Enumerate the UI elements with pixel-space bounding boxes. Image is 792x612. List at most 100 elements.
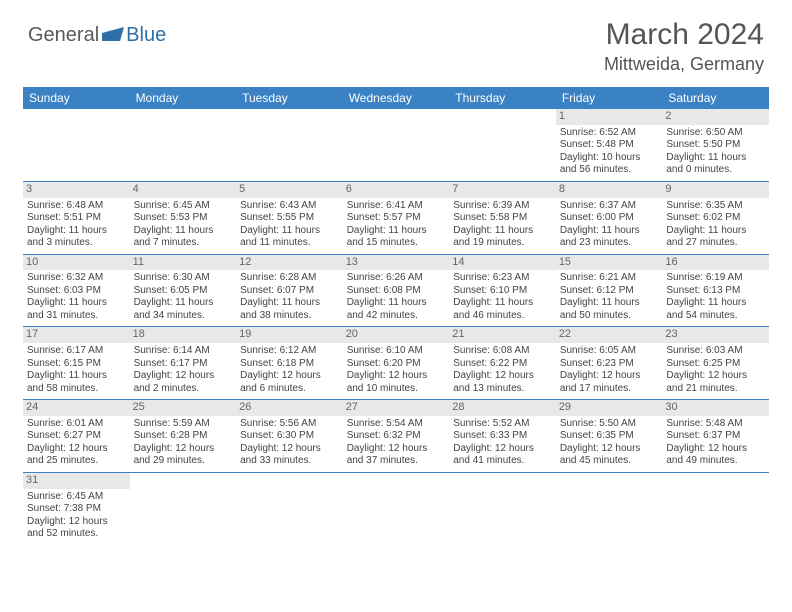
day-cell: 2Sunrise: 6:50 AMSunset: 5:50 PMDaylight… <box>662 109 769 181</box>
day-cell <box>236 109 343 181</box>
sunrise-text: Sunrise: 6:17 AM <box>27 345 126 358</box>
sunset-text: Sunset: 6:07 PM <box>240 285 339 298</box>
day-cell: 1Sunrise: 6:52 AMSunset: 5:48 PMDaylight… <box>556 109 663 181</box>
sunset-text: Sunset: 6:17 PM <box>134 358 233 371</box>
day-cell <box>130 109 237 181</box>
day-cell: 22Sunrise: 6:05 AMSunset: 6:23 PMDayligh… <box>556 327 663 400</box>
daylight-text: Daylight: 11 hours and 23 minutes. <box>560 225 659 250</box>
day-number: 11 <box>130 255 237 271</box>
day-cell: 28Sunrise: 5:52 AMSunset: 6:33 PMDayligh… <box>449 400 556 473</box>
sunset-text: Sunset: 6:32 PM <box>347 430 446 443</box>
sunrise-text: Sunrise: 5:48 AM <box>666 418 765 431</box>
day-number: 4 <box>130 182 237 198</box>
day-cell: 19Sunrise: 6:12 AMSunset: 6:18 PMDayligh… <box>236 327 343 400</box>
day-cell: 25Sunrise: 5:59 AMSunset: 6:28 PMDayligh… <box>130 400 237 473</box>
sunset-text: Sunset: 5:50 PM <box>666 139 765 152</box>
sunset-text: Sunset: 6:25 PM <box>666 358 765 371</box>
day-number: 6 <box>343 182 450 198</box>
weekday-header: Saturday <box>662 87 769 109</box>
daylight-text: Daylight: 12 hours and 45 minutes. <box>560 443 659 468</box>
logo-flag-icon <box>102 27 124 46</box>
day-cell: 15Sunrise: 6:21 AMSunset: 6:12 PMDayligh… <box>556 254 663 327</box>
daylight-text: Daylight: 11 hours and 3 minutes. <box>27 225 126 250</box>
day-number: 20 <box>343 327 450 343</box>
daylight-text: Daylight: 12 hours and 25 minutes. <box>27 443 126 468</box>
sunset-text: Sunset: 6:33 PM <box>453 430 552 443</box>
day-number: 9 <box>662 182 769 198</box>
daylight-text: Daylight: 11 hours and 38 minutes. <box>240 297 339 322</box>
sunset-text: Sunset: 6:22 PM <box>453 358 552 371</box>
weekday-header-row: Sunday Monday Tuesday Wednesday Thursday… <box>23 87 769 109</box>
sunrise-text: Sunrise: 6:39 AM <box>453 200 552 213</box>
sunrise-text: Sunrise: 6:08 AM <box>453 345 552 358</box>
month-title: March 2024 <box>604 18 764 52</box>
logo-text-2: Blue <box>126 24 166 47</box>
sunset-text: Sunset: 6:30 PM <box>240 430 339 443</box>
sunset-text: Sunset: 6:13 PM <box>666 285 765 298</box>
sunrise-text: Sunrise: 6:19 AM <box>666 272 765 285</box>
day-number: 17 <box>23 327 130 343</box>
sunset-text: Sunset: 5:57 PM <box>347 212 446 225</box>
day-number: 14 <box>449 255 556 271</box>
sunset-text: Sunset: 6:00 PM <box>560 212 659 225</box>
day-number: 8 <box>556 182 663 198</box>
day-cell: 10Sunrise: 6:32 AMSunset: 6:03 PMDayligh… <box>23 254 130 327</box>
day-number: 31 <box>23 473 130 489</box>
day-cell: 11Sunrise: 6:30 AMSunset: 6:05 PMDayligh… <box>130 254 237 327</box>
day-cell: 20Sunrise: 6:10 AMSunset: 6:20 PMDayligh… <box>343 327 450 400</box>
sunrise-text: Sunrise: 6:01 AM <box>27 418 126 431</box>
day-number: 23 <box>662 327 769 343</box>
daylight-text: Daylight: 12 hours and 52 minutes. <box>27 516 126 541</box>
sunrise-text: Sunrise: 6:48 AM <box>27 200 126 213</box>
day-cell: 13Sunrise: 6:26 AMSunset: 6:08 PMDayligh… <box>343 254 450 327</box>
daylight-text: Daylight: 12 hours and 2 minutes. <box>134 370 233 395</box>
sunrise-text: Sunrise: 6:52 AM <box>560 127 659 140</box>
logo: General Blue <box>28 18 166 47</box>
day-cell: 12Sunrise: 6:28 AMSunset: 6:07 PMDayligh… <box>236 254 343 327</box>
day-cell <box>236 472 343 544</box>
daylight-text: Daylight: 12 hours and 49 minutes. <box>666 443 765 468</box>
day-cell: 24Sunrise: 6:01 AMSunset: 6:27 PMDayligh… <box>23 400 130 473</box>
sunrise-text: Sunrise: 6:45 AM <box>134 200 233 213</box>
daylight-text: Daylight: 11 hours and 54 minutes. <box>666 297 765 322</box>
sunrise-text: Sunrise: 6:37 AM <box>560 200 659 213</box>
day-number: 22 <box>556 327 663 343</box>
sunrise-text: Sunrise: 6:10 AM <box>347 345 446 358</box>
daylight-text: Daylight: 11 hours and 0 minutes. <box>666 152 765 177</box>
day-cell: 3Sunrise: 6:48 AMSunset: 5:51 PMDaylight… <box>23 181 130 254</box>
sunrise-text: Sunrise: 6:43 AM <box>240 200 339 213</box>
daylight-text: Daylight: 12 hours and 29 minutes. <box>134 443 233 468</box>
sunrise-text: Sunrise: 6:32 AM <box>27 272 126 285</box>
sunset-text: Sunset: 6:03 PM <box>27 285 126 298</box>
day-cell <box>23 109 130 181</box>
sunset-text: Sunset: 6:05 PM <box>134 285 233 298</box>
sunset-text: Sunset: 6:27 PM <box>27 430 126 443</box>
day-number: 18 <box>130 327 237 343</box>
sunset-text: Sunset: 6:35 PM <box>560 430 659 443</box>
sunrise-text: Sunrise: 6:41 AM <box>347 200 446 213</box>
day-number: 12 <box>236 255 343 271</box>
day-number: 28 <box>449 400 556 416</box>
sunset-text: Sunset: 5:55 PM <box>240 212 339 225</box>
day-number: 13 <box>343 255 450 271</box>
daylight-text: Daylight: 11 hours and 31 minutes. <box>27 297 126 322</box>
day-number: 27 <box>343 400 450 416</box>
daylight-text: Daylight: 11 hours and 58 minutes. <box>27 370 126 395</box>
day-cell: 9Sunrise: 6:35 AMSunset: 6:02 PMDaylight… <box>662 181 769 254</box>
week-row: 3Sunrise: 6:48 AMSunset: 5:51 PMDaylight… <box>23 181 769 254</box>
day-cell: 14Sunrise: 6:23 AMSunset: 6:10 PMDayligh… <box>449 254 556 327</box>
day-number: 19 <box>236 327 343 343</box>
day-cell: 6Sunrise: 6:41 AMSunset: 5:57 PMDaylight… <box>343 181 450 254</box>
daylight-text: Daylight: 11 hours and 11 minutes. <box>240 225 339 250</box>
day-cell: 8 Sunrise: 6:37 AMSunset: 6:00 PMDaylight… <box>556 181 663 254</box>
daylight-text: Daylight: 12 hours and 13 minutes. <box>453 370 552 395</box>
sunset-text: Sunset: 5:48 PM <box>560 139 659 152</box>
day-cell: 30Sunrise: 5:48 AMSunset: 6:37 PMDayligh… <box>662 400 769 473</box>
sunset-text: Sunset: 6:08 PM <box>347 285 446 298</box>
day-number: 29 <box>556 400 663 416</box>
day-number: 15 <box>556 255 663 271</box>
title-block: March 2024 Mittweida, Germany <box>604 18 764 75</box>
daylight-text: Daylight: 11 hours and 34 minutes. <box>134 297 233 322</box>
sunrise-text: Sunrise: 5:54 AM <box>347 418 446 431</box>
day-number: 5 <box>236 182 343 198</box>
